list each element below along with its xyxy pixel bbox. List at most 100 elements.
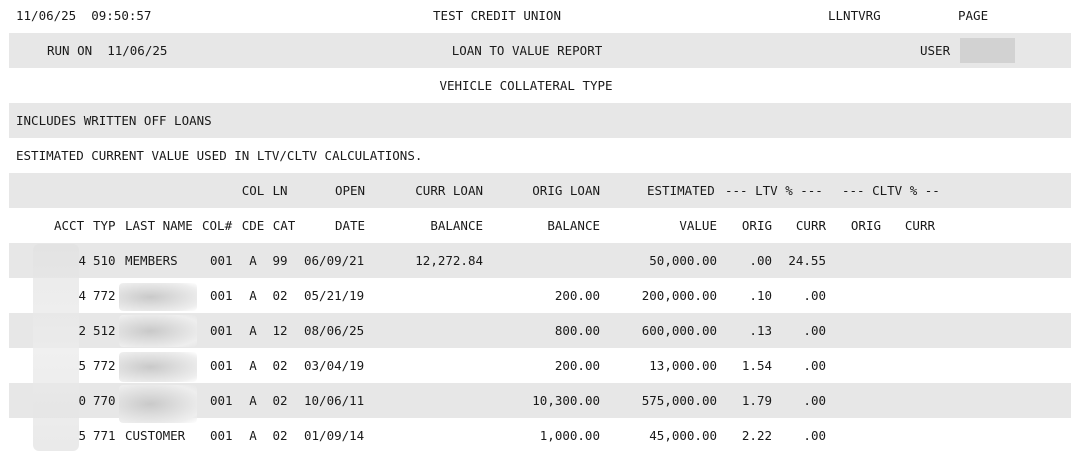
name-redaction-2: [119, 283, 197, 311]
col-header-estimated: ESTIMATED: [647, 185, 715, 198]
col-header-value: VALUE: [615, 220, 717, 233]
cell-acct: 4: [60, 290, 86, 303]
col-header-ln: LN: [270, 185, 290, 198]
cell-curr-loan: 12,272.84: [380, 255, 483, 268]
col-header-curr-loan: CURR LOAN: [380, 185, 483, 198]
cell-acct: 0: [60, 395, 86, 408]
cell-cde: A: [240, 290, 266, 303]
note-estimated-value: ESTIMATED CURRENT VALUE USED IN LTV/CLTV…: [16, 150, 422, 163]
cell-last-name: CUSTOMER: [125, 430, 185, 443]
cell-ltv-orig: 1.54: [730, 360, 772, 373]
cell-cat: 02: [270, 360, 290, 373]
col-header-acct: ACCT: [54, 220, 84, 233]
cell-acct: 4: [60, 255, 86, 268]
col-header-typ: TYP: [93, 220, 116, 233]
cell-typ: 510: [93, 255, 116, 268]
name-redaction-3: [119, 315, 197, 347]
cell-typ: 770: [93, 395, 116, 408]
cell-date: 03/04/19: [304, 360, 364, 373]
cell-cde: A: [240, 430, 266, 443]
cell-col: 001: [210, 360, 233, 373]
program-id: LLNTVRG: [828, 10, 881, 23]
cell-acct: 5: [60, 430, 86, 443]
cell-ltv-curr: 24.55: [786, 255, 826, 268]
report-org: TEST CREDIT UNION: [390, 10, 604, 23]
cell-typ: 772: [93, 360, 116, 373]
name-redaction-4: [119, 352, 197, 382]
cell-date: 01/09/14: [304, 430, 364, 443]
col-header-orig-loan: ORIG LOAN: [497, 185, 600, 198]
cell-ltv-curr: .00: [786, 325, 826, 338]
cell-date: 06/09/21: [304, 255, 364, 268]
col-header-col: COL: [240, 185, 266, 198]
user-label: USER: [920, 45, 950, 58]
cell-ltv-curr: .00: [786, 395, 826, 408]
cell-cat: 99: [270, 255, 290, 268]
cell-orig-loan: 1,000.00: [497, 430, 600, 443]
cell-cat: 02: [270, 430, 290, 443]
col-header-ltv-curr: CURR: [786, 220, 826, 233]
cell-col: 001: [210, 255, 233, 268]
cell-value: 600,000.00: [615, 325, 717, 338]
col-header-cltv-orig: ORIG: [842, 220, 881, 233]
cell-value: 45,000.00: [615, 430, 717, 443]
col-header-open: OPEN: [332, 185, 368, 198]
col-header-last-name: LAST NAME: [125, 220, 193, 233]
cell-cat: 02: [270, 290, 290, 303]
cell-col: 001: [210, 395, 233, 408]
cell-orig-loan: 800.00: [497, 325, 600, 338]
cell-ltv-orig: 1.79: [730, 395, 772, 408]
col-header-curr-balance: BALANCE: [380, 220, 483, 233]
cell-cat: 02: [270, 395, 290, 408]
acct-redaction: [33, 244, 79, 451]
cell-date: 10/06/11: [304, 395, 364, 408]
col-header-cltv-group: --- CLTV % --: [842, 185, 940, 198]
col-header-ltv-group: --- LTV % ---: [725, 185, 823, 198]
user-redaction: [960, 38, 1015, 63]
cell-ltv-curr: .00: [786, 430, 826, 443]
cell-orig-loan: 10,300.00: [497, 395, 600, 408]
cell-date: 05/21/19: [304, 290, 364, 303]
cell-cat: 12: [270, 325, 290, 338]
cell-value: 575,000.00: [615, 395, 717, 408]
cell-ltv-curr: .00: [786, 360, 826, 373]
cell-col: 001: [210, 325, 233, 338]
cell-typ: 512: [93, 325, 116, 338]
run-on-date: RUN ON 11/06/25: [47, 45, 167, 58]
cell-acct: 5: [60, 360, 86, 373]
cell-acct: 2: [60, 325, 86, 338]
col-header-cde: CDE: [240, 220, 266, 233]
cell-ltv-orig: 2.22: [730, 430, 772, 443]
cell-cde: A: [240, 360, 266, 373]
cell-orig-loan: 200.00: [497, 360, 600, 373]
col-header-cat: CAT: [270, 220, 298, 233]
cell-value: 50,000.00: [615, 255, 717, 268]
col-header-date: DATE: [332, 220, 368, 233]
cell-col: 001: [210, 430, 233, 443]
col-header-ltv-orig: ORIG: [730, 220, 772, 233]
cell-typ: 771: [93, 430, 116, 443]
cell-typ: 772: [93, 290, 116, 303]
report-datetime: 11/06/25 09:50:57: [16, 10, 151, 23]
cell-value: 200,000.00: [615, 290, 717, 303]
cell-date: 08/06/25: [304, 325, 364, 338]
cell-cde: A: [240, 255, 266, 268]
note-written-off: INCLUDES WRITTEN OFF LOANS: [16, 115, 212, 128]
report-title: LOAN TO VALUE REPORT: [420, 45, 634, 58]
col-header-orig-balance: BALANCE: [497, 220, 600, 233]
cell-ltv-curr: .00: [786, 290, 826, 303]
cell-ltv-orig: .10: [730, 290, 772, 303]
cell-orig-loan: 200.00: [497, 290, 600, 303]
name-redaction-5: [119, 385, 197, 423]
cell-cde: A: [240, 395, 266, 408]
cell-cde: A: [240, 325, 266, 338]
col-header-col-num: COL#: [202, 220, 232, 233]
cell-value: 13,000.00: [615, 360, 717, 373]
cell-last-name: MEMBERS: [125, 255, 178, 268]
col-header-cltv-curr: CURR: [895, 220, 935, 233]
page-label: PAGE: [958, 10, 988, 23]
cell-col: 001: [210, 290, 233, 303]
cell-ltv-orig: .13: [730, 325, 772, 338]
cell-ltv-orig: .00: [730, 255, 772, 268]
collateral-type: VEHICLE COLLATERAL TYPE: [420, 80, 632, 93]
